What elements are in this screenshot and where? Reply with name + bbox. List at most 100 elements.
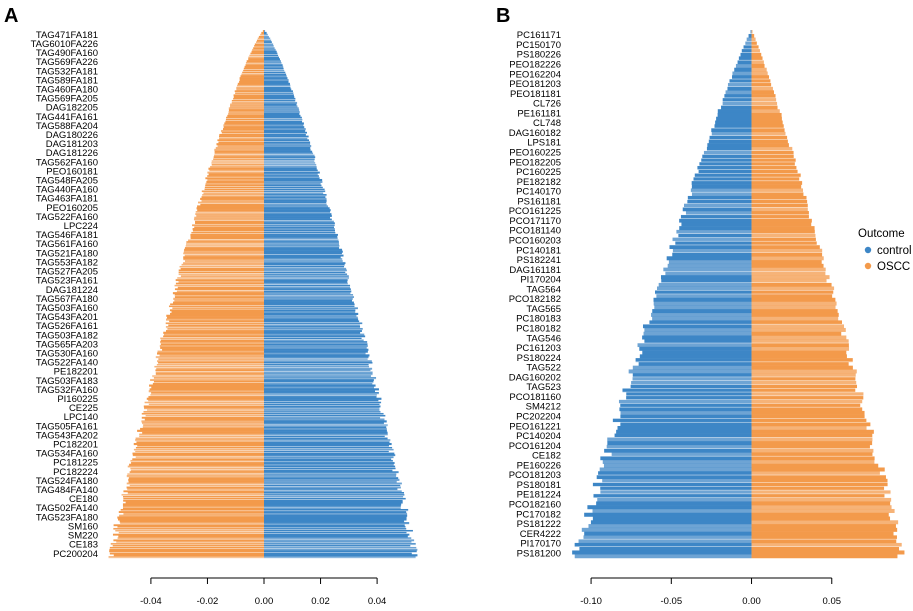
y-tick-label: TAG543FA201: [36, 312, 98, 323]
bar-positive: [264, 265, 345, 268]
y-tick-label: PEO160205: [46, 203, 98, 214]
bar-positive: [264, 97, 296, 101]
bar-negative: [678, 233, 752, 238]
bar-positive: [264, 490, 402, 493]
bar-positive: [264, 231, 336, 234]
bar-negative: [699, 162, 752, 167]
bar-negative: [113, 554, 264, 557]
bar-negative: [628, 369, 752, 374]
bar-positive: [264, 348, 369, 351]
bar-negative: [644, 327, 752, 332]
bar-negative: [174, 284, 264, 287]
bar-negative: [638, 361, 752, 366]
bar-negative: [221, 129, 264, 133]
y-tick-label: CE182: [532, 451, 561, 462]
bar-positive: [264, 533, 410, 536]
bar-negative: [156, 367, 264, 370]
bar-negative: [251, 50, 264, 53]
bar-negative: [254, 45, 264, 48]
y-tick-label: PCO171170: [509, 216, 561, 227]
bar-negative: [204, 186, 264, 189]
bar-positive: [751, 410, 865, 415]
bar-positive: [264, 288, 351, 291]
y-tick-label: CER4222: [520, 529, 561, 540]
bar-positive: [264, 50, 277, 53]
bar-negative: [195, 212, 264, 216]
bar-negative: [153, 376, 264, 380]
y-tick-label: PC140170: [516, 187, 561, 198]
bar-positive: [264, 103, 297, 106]
bar-negative: [148, 395, 264, 398]
bar-negative: [574, 554, 752, 559]
bar-positive: [264, 422, 384, 425]
bar-positive: [264, 414, 386, 417]
bar-positive: [751, 463, 879, 468]
bar-negative: [226, 116, 264, 119]
bar-negative: [228, 111, 264, 114]
bar-positive: [264, 128, 306, 131]
bar-positive: [264, 30, 266, 33]
bar-negative: [653, 301, 752, 306]
bar-positive: [264, 214, 332, 217]
bar-negative: [214, 150, 264, 153]
bar-positive: [751, 260, 822, 265]
bar-negative: [241, 73, 264, 76]
bar-negative: [698, 169, 752, 174]
bar-positive: [264, 471, 399, 474]
bar-negative: [631, 380, 752, 385]
bar-positive: [264, 43, 274, 46]
bar-negative: [149, 384, 264, 387]
bar-negative: [144, 407, 264, 410]
bar-positive: [264, 237, 338, 240]
bar-negative: [120, 508, 265, 512]
x-tick-label: 0.00: [742, 596, 761, 607]
bar-negative: [258, 35, 264, 38]
bar-negative: [604, 448, 752, 453]
bar-positive: [751, 177, 800, 182]
bar-negative: [160, 343, 264, 346]
bar-negative: [228, 109, 264, 112]
bar-negative: [246, 60, 264, 63]
bar-negative: [148, 390, 264, 393]
bar-positive: [751, 448, 874, 453]
bar-positive: [264, 60, 281, 63]
bar-negative: [727, 86, 752, 91]
bar-negative: [174, 299, 264, 302]
bar-positive: [264, 96, 295, 99]
bar-positive: [751, 486, 885, 491]
y-tick-label: CE183: [69, 540, 98, 551]
bar-negative: [152, 375, 264, 378]
bar-negative: [113, 527, 264, 530]
bar-positive: [264, 361, 373, 365]
y-tick-label: PEO181181: [510, 89, 561, 100]
bar-positive: [751, 414, 865, 419]
bar-negative: [618, 399, 752, 404]
bar-positive: [264, 439, 391, 442]
bar-negative: [239, 80, 264, 84]
legend: Outcome control OSCC: [858, 228, 912, 273]
bar-negative: [746, 37, 752, 42]
bar-negative: [183, 261, 264, 265]
bar-positive: [751, 75, 770, 80]
bar-negative: [617, 426, 752, 431]
bar-positive: [264, 446, 393, 449]
bar-negative: [141, 420, 264, 423]
y-tick-label: PC170182: [516, 509, 561, 520]
bar-positive: [264, 148, 311, 151]
bar-negative: [672, 237, 752, 242]
bar-positive: [264, 527, 407, 530]
bar-positive: [264, 429, 387, 432]
bar-negative: [587, 505, 752, 510]
bar-negative: [132, 452, 264, 455]
bar-positive: [751, 222, 812, 227]
y-tick-label: TAG503FA182: [36, 330, 98, 341]
bar-positive: [264, 41, 272, 44]
bar-positive: [264, 458, 392, 461]
y-tick-label: LPC140: [64, 412, 98, 423]
bar-positive: [264, 520, 405, 523]
bar-negative: [702, 154, 752, 159]
bar-negative: [157, 350, 264, 353]
bar-positive: [264, 229, 335, 233]
y-tick-label: TAG523FA161: [36, 276, 98, 287]
y-tick-label: LPC224: [64, 221, 98, 232]
